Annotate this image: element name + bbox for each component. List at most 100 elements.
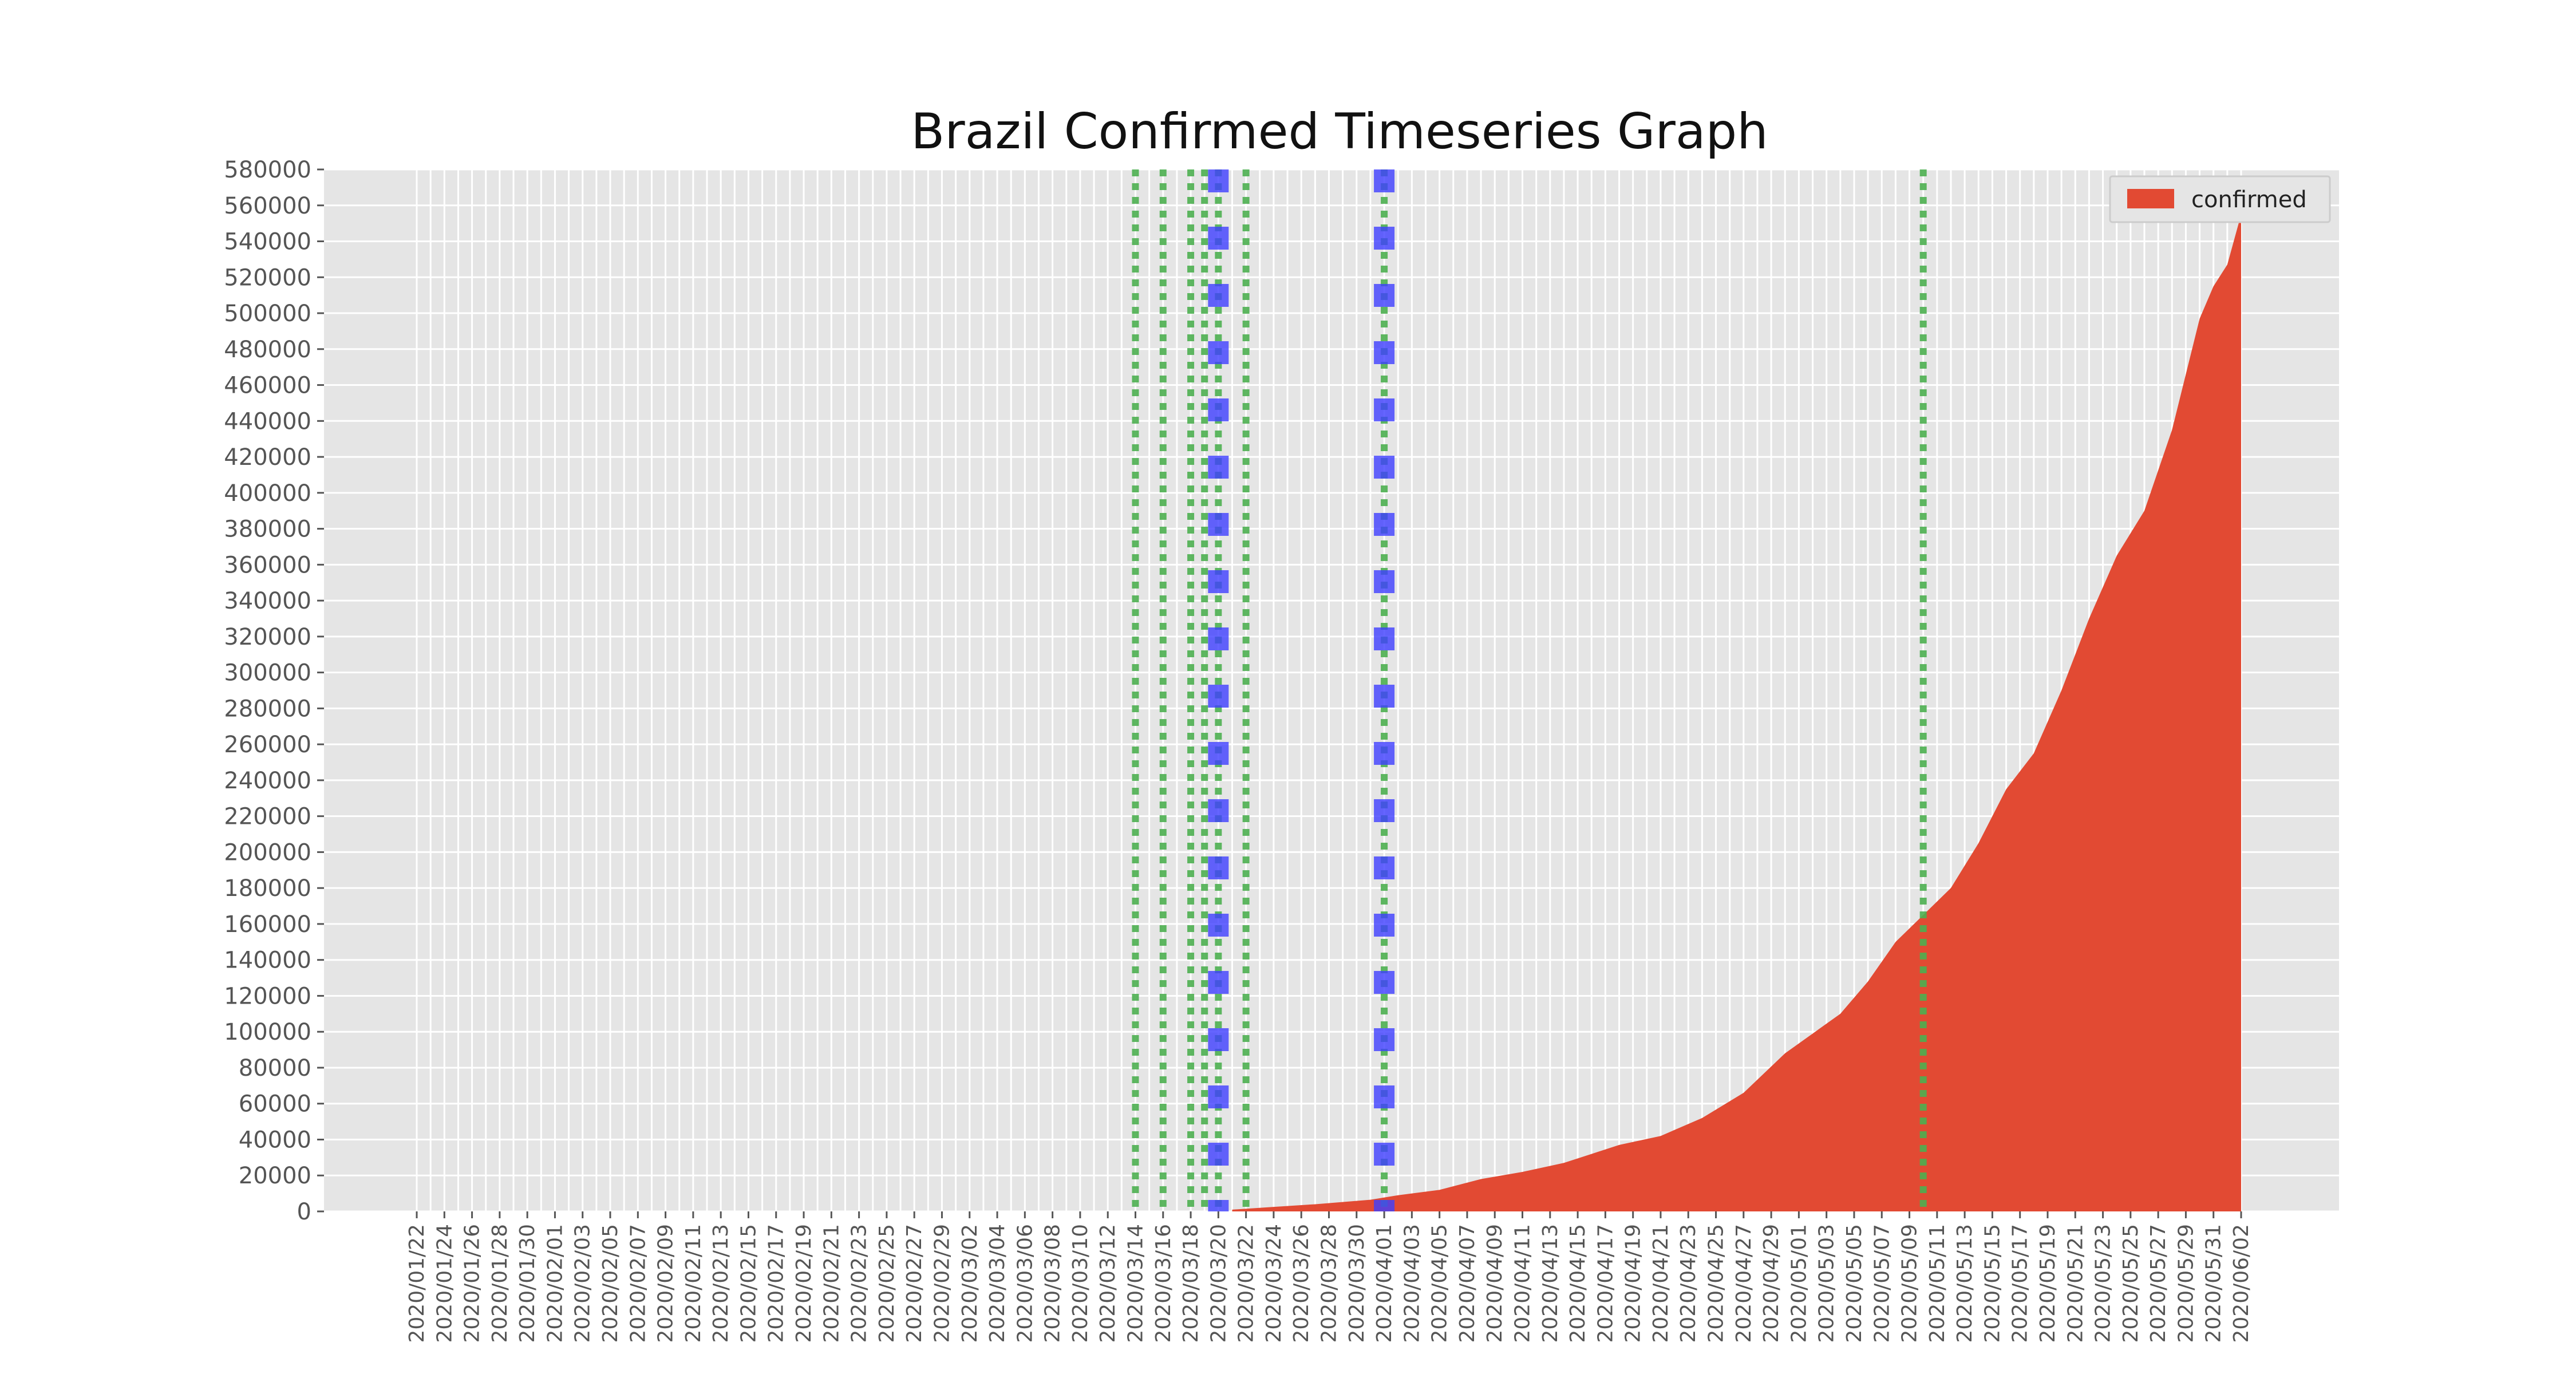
- y-axis: 0 20000 40000 60000 80000 100000 120000 140000 1…: [224, 157, 324, 1225]
- legend-label: confirmed: [2191, 187, 2307, 213]
- x-tick-label: 2020/01/28: [488, 1224, 512, 1343]
- x-tick-label: 2020/05/09: [1898, 1224, 1922, 1343]
- x-tick-label: 2020/02/07: [626, 1224, 650, 1343]
- x-tick-label: 2020/03/30: [1345, 1224, 1369, 1343]
- y-tick-label: 180000: [224, 875, 311, 902]
- x-tick-label: 2020/02/03: [571, 1224, 595, 1343]
- x-tick-label: 2020/03/28: [1318, 1224, 1341, 1343]
- y-tick-label: 580000: [224, 157, 311, 183]
- x-tick-label: 2020/04/29: [1760, 1224, 1783, 1343]
- x-tick-label: 2020/02/27: [903, 1224, 926, 1343]
- x-tick-label: 2020/02/13: [709, 1224, 733, 1343]
- x-tick-label: 2020/05/05: [1843, 1224, 1866, 1343]
- y-tick-label: 360000: [224, 552, 311, 578]
- y-tick-label: 200000: [224, 839, 311, 866]
- x-tick-label: 2020/05/27: [2147, 1224, 2170, 1343]
- x-tick-label: 2020/04/09: [1483, 1224, 1507, 1343]
- x-tick-label: 2020/05/01: [1787, 1224, 1811, 1343]
- x-tick-label: 2020/04/05: [1428, 1224, 1452, 1343]
- x-tick-label: 2020/05/19: [2036, 1224, 2060, 1343]
- vline-layer: [1132, 169, 1927, 1211]
- x-tick-label: 2020/02/09: [654, 1224, 678, 1343]
- x-tick-label: 2020/03/18: [1179, 1224, 1203, 1343]
- x-tick-label: 2020/01/30: [516, 1224, 539, 1343]
- y-tick-label: 400000: [224, 480, 311, 507]
- x-tick-label: 2020/03/06: [1013, 1224, 1037, 1343]
- x-tick-label: 2020/01/26: [461, 1224, 484, 1343]
- x-axis: 2020/01/22 2020/01/24 2020/01/26 2020/01/28…: [405, 1211, 2253, 1343]
- y-tick-label: 20000: [239, 1163, 311, 1189]
- y-tick-label: 520000: [224, 264, 311, 291]
- x-tick-label: 2020/04/27: [1732, 1224, 1756, 1343]
- x-tick-label: 2020/01/24: [433, 1224, 456, 1343]
- y-tick-label: 260000: [224, 732, 311, 758]
- x-tick-label: 2020/04/03: [1400, 1224, 1424, 1343]
- y-tick-label: 460000: [224, 373, 311, 399]
- y-tick-label: 140000: [224, 947, 311, 974]
- chart-title: Brazil Confirmed Timeseries Graph: [911, 103, 1768, 160]
- x-tick-label: 2020/02/15: [737, 1224, 760, 1343]
- legend: confirmed: [2109, 175, 2331, 223]
- x-tick-label: 2020/04/23: [1677, 1224, 1700, 1343]
- x-tick-label: 2020/02/19: [792, 1224, 816, 1343]
- y-tick-label: 100000: [224, 1019, 311, 1045]
- y-tick-label: 160000: [224, 911, 311, 938]
- y-tick-label: 320000: [224, 624, 311, 650]
- x-tick-label: 2020/03/22: [1235, 1224, 1258, 1343]
- x-tick-label: 2020/02/21: [820, 1224, 843, 1343]
- x-tick-label: 2020/03/14: [1124, 1224, 1147, 1343]
- y-tick-label: 440000: [224, 408, 311, 435]
- x-tick-label: 2020/03/10: [1069, 1224, 1092, 1343]
- x-tick-label: 2020/03/08: [1041, 1224, 1065, 1343]
- y-tick-label: 60000: [239, 1091, 311, 1118]
- x-tick-label: 2020/04/01: [1373, 1224, 1396, 1343]
- x-tick-label: 2020/03/26: [1290, 1224, 1313, 1343]
- y-tick-label: 0: [297, 1199, 311, 1225]
- x-tick-label: 2020/03/24: [1262, 1224, 1286, 1343]
- x-tick-label: 2020/06/02: [2230, 1224, 2253, 1343]
- x-tick-label: 2020/05/17: [2009, 1224, 2032, 1343]
- x-tick-label: 2020/05/31: [2202, 1224, 2226, 1343]
- y-tick-label: 540000: [224, 229, 311, 255]
- y-tick-label: 280000: [224, 696, 311, 722]
- legend-box: [2109, 175, 2331, 223]
- x-tick-label: 2020/05/21: [2064, 1224, 2087, 1343]
- y-tick-label: 40000: [239, 1127, 311, 1153]
- y-tick-label: 120000: [224, 983, 311, 1009]
- x-tick-label: 2020/02/25: [875, 1224, 899, 1343]
- x-tick-label: 2020/04/21: [1649, 1224, 1673, 1343]
- x-tick-label: 2020/05/03: [1815, 1224, 1839, 1343]
- y-tick-label: 80000: [239, 1055, 311, 1081]
- x-tick-label: 2020/01/22: [405, 1224, 429, 1343]
- y-tick-label: 500000: [224, 301, 311, 327]
- x-tick-label: 2020/02/05: [599, 1224, 622, 1343]
- y-tick-label: 220000: [224, 804, 311, 830]
- x-tick-label: 2020/04/11: [1511, 1224, 1535, 1343]
- x-tick-label: 2020/05/11: [1926, 1224, 1949, 1343]
- x-tick-label: 2020/02/01: [543, 1224, 567, 1343]
- x-tick-label: 2020/03/20: [1207, 1224, 1230, 1343]
- x-tick-label: 2020/04/07: [1456, 1224, 1479, 1343]
- y-tick-label: 420000: [224, 444, 311, 471]
- area-layer: [1232, 214, 2241, 1212]
- x-tick-label: 2020/03/12: [1096, 1224, 1120, 1343]
- x-tick-label: 2020/05/23: [2092, 1224, 2115, 1343]
- y-tick-label: 480000: [224, 337, 311, 363]
- x-tick-label: 2020/04/19: [1622, 1224, 1645, 1343]
- x-tick-label: 2020/05/13: [1953, 1224, 1977, 1343]
- x-tick-label: 2020/04/17: [1594, 1224, 1617, 1343]
- x-tick-label: 2020/04/25: [1705, 1224, 1728, 1343]
- y-tick-label: 560000: [224, 193, 311, 219]
- x-tick-label: 2020/02/23: [848, 1224, 871, 1343]
- y-tick-label: 300000: [224, 660, 311, 686]
- x-tick-label: 2020/05/29: [2174, 1224, 2198, 1343]
- y-tick-label: 380000: [224, 516, 311, 543]
- legend-swatch: [2127, 189, 2174, 208]
- x-tick-label: 2020/03/04: [986, 1224, 1009, 1343]
- x-tick-label: 2020/02/29: [930, 1224, 954, 1343]
- x-tick-label: 2020/05/15: [1981, 1224, 2004, 1343]
- x-tick-label: 2020/02/17: [765, 1224, 788, 1343]
- y-tick-label: 340000: [224, 588, 311, 614]
- x-tick-label: 2020/05/07: [1870, 1224, 1894, 1343]
